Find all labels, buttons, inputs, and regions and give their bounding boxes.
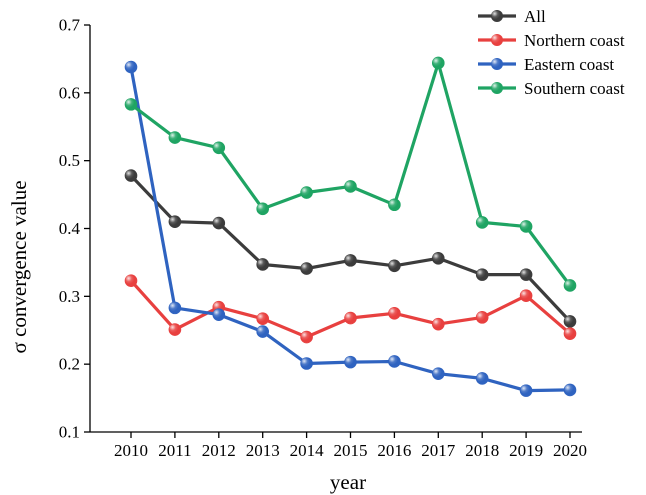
data-point-highlight <box>476 269 486 279</box>
data-point-highlight <box>432 318 442 328</box>
y-tick-label: 0.7 <box>59 16 81 35</box>
data-point-highlight <box>125 170 135 180</box>
y-tick-label: 0.5 <box>59 151 80 170</box>
data-point-highlight <box>257 203 267 213</box>
series-northern-coast <box>124 274 577 344</box>
data-point-highlight <box>564 279 574 289</box>
legend-swatch-highlight <box>491 34 501 44</box>
data-point-highlight <box>476 311 486 321</box>
x-tick-label: 2011 <box>158 441 191 460</box>
data-point-highlight <box>213 217 223 227</box>
data-point-highlight <box>169 324 179 334</box>
data-point-highlight <box>125 98 135 108</box>
y-tick-label: 0.1 <box>59 423 80 442</box>
data-point-highlight <box>432 57 442 67</box>
x-axis-label: year <box>330 470 366 494</box>
series-southern-coast <box>124 56 577 292</box>
y-axis-label: σ convergence value <box>7 180 31 353</box>
data-point-highlight <box>257 326 267 336</box>
series-eastern-coast <box>124 60 577 397</box>
x-tick-label: 2012 <box>202 441 236 460</box>
data-point-highlight <box>388 260 398 270</box>
axes: 0.1 0.2 0.3 0.4 0.5 0.6 0.7 2010 2011 2012 2013 201… <box>59 16 587 461</box>
legend-item: Southern coast <box>478 79 625 98</box>
legend-swatch-highlight <box>491 10 501 20</box>
x-tick-label: 2017 <box>421 441 456 460</box>
data-point-highlight <box>476 372 486 382</box>
data-point-highlight <box>520 269 530 279</box>
data-point-highlight <box>213 301 223 311</box>
data-point-highlight <box>388 307 398 317</box>
data-point-highlight <box>301 187 311 197</box>
x-tick-label: 2016 <box>377 441 411 460</box>
data-point-highlight <box>257 258 267 268</box>
data-point-highlight <box>520 290 530 300</box>
x-tick-label: 2013 <box>246 441 280 460</box>
data-point-highlight <box>169 302 179 312</box>
data-point-highlight <box>213 142 223 152</box>
y-tick-label: 0.6 <box>59 83 80 102</box>
x-tick-label: 2018 <box>465 441 499 460</box>
data-point-highlight <box>169 216 179 226</box>
x-tick-label: 2014 <box>290 441 325 460</box>
data-point-highlight <box>213 309 223 319</box>
data-point-highlight <box>564 384 574 394</box>
data-point-highlight <box>301 357 311 367</box>
data-point-highlight <box>301 263 311 273</box>
y-tick-label: 0.4 <box>59 219 81 238</box>
series-line <box>129 279 572 339</box>
legend: All Northern coast Eastern coast Southern c… <box>478 7 625 98</box>
x-tick-label: 2019 <box>509 441 543 460</box>
series-line <box>130 61 572 287</box>
data-point-highlight <box>520 385 530 395</box>
data-point-highlight <box>476 216 486 226</box>
data-point-highlight <box>257 313 267 323</box>
data-point-highlight <box>125 275 135 285</box>
series-all <box>124 169 577 328</box>
data-point-highlight <box>388 355 398 365</box>
data-point-highlight <box>564 315 574 325</box>
y-tick-label: 0.3 <box>59 287 80 306</box>
data-point-highlight <box>345 254 354 264</box>
x-tick-label: 2020 <box>553 441 587 460</box>
data-point-highlight <box>169 132 179 142</box>
data-point-highlight <box>345 180 354 190</box>
legend-item: Northern coast <box>478 31 625 50</box>
x-tick-label: 2010 <box>114 441 148 460</box>
series-line <box>129 174 572 323</box>
legend-item: All <box>478 7 546 26</box>
legend-item: Eastern coast <box>478 55 614 74</box>
data-point-highlight <box>564 328 574 338</box>
series-layer <box>124 56 577 397</box>
x-tick-label: 2015 <box>334 441 368 460</box>
data-point-highlight <box>125 61 135 71</box>
data-point-highlight <box>388 199 398 209</box>
legend-swatch-highlight <box>491 58 501 68</box>
legend-swatch-highlight <box>491 82 501 92</box>
legend-label: Northern coast <box>524 31 625 50</box>
legend-label: All <box>524 7 546 26</box>
data-point-highlight <box>345 312 354 322</box>
data-point-highlight <box>432 252 442 262</box>
data-point-highlight <box>432 368 442 378</box>
y-tick-label: 0.2 <box>59 355 80 374</box>
data-point-highlight <box>520 220 530 230</box>
data-point-highlight <box>345 356 354 366</box>
series-line <box>129 66 571 393</box>
legend-label: Eastern coast <box>524 55 614 74</box>
legend-label: Southern coast <box>524 79 625 98</box>
data-point-highlight <box>301 331 311 341</box>
